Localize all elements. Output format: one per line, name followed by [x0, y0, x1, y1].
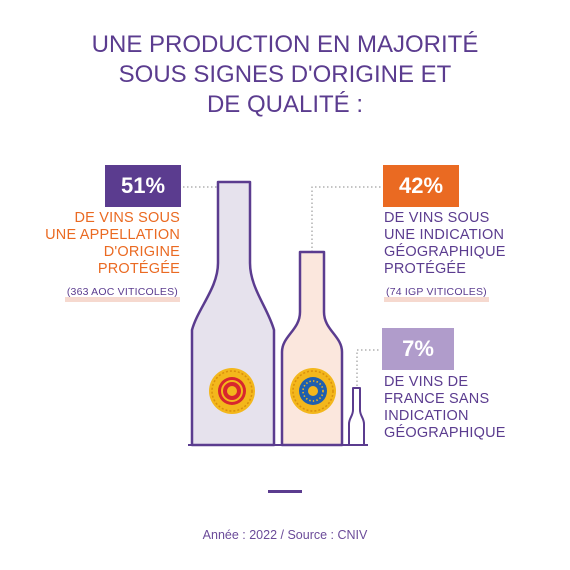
aop-seal-icon: [209, 368, 255, 414]
desc-aop-line: UNE APPELLATION: [45, 227, 180, 243]
bottle-vsig: [348, 387, 365, 446]
desc-aop-line: D'ORIGINE: [103, 244, 180, 260]
footer-divider: [268, 490, 302, 493]
desc-vsig-line: FRANCE SANS: [384, 391, 490, 407]
desc-aop-line: DE VINS SOUS: [74, 210, 180, 226]
desc-vsig-line: DE VINS DE: [384, 374, 469, 390]
desc-vsig-line: GÉOGRAPHIQUE: [384, 425, 506, 441]
desc-igp-line: PROTÉGÉE: [384, 261, 467, 277]
desc-aop-line: PROTÉGÉE: [97, 261, 180, 277]
desc-igp-line: GÉOGRAPHIQUE: [384, 244, 506, 260]
desc-igp: DE VINS SOUS UNE INDICATION GÉOGRAPHIQUE…: [384, 210, 506, 278]
desc-vsig-line: INDICATION: [384, 408, 469, 424]
source-text: Année : 2022 / Source : CNIV: [202, 528, 368, 542]
title-line: SOUS SIGNES D'ORIGINE ET: [118, 61, 452, 88]
desc-aop: DE VINS SOUS UNE APPELLATION D'ORIGINE P…: [45, 210, 180, 278]
note-aop: (363 AOC VITICOLES): [64, 286, 181, 302]
desc-vsig: DE VINS DE FRANCE SANS INDICATION GÉOGRA…: [384, 374, 506, 442]
connector-igp: [311, 186, 382, 252]
note-igp: (74 IGP VITICOLES): [384, 286, 489, 302]
connector-vsig: [356, 349, 381, 386]
title-line: UNE PRODUCTION EN MAJORITÉ: [91, 31, 479, 58]
bottle-igp: [280, 250, 344, 447]
title-line: DE QUALITÉ :: [206, 91, 364, 118]
badge-igp-percent: 42%: [383, 165, 459, 207]
desc-igp-line: DE VINS SOUS: [384, 210, 490, 226]
igp-seal-icon: [290, 368, 336, 414]
page-title: UNE PRODUCTION EN MAJORITÉ SOUS SIGNES D…: [0, 30, 570, 120]
badge-vsig-percent: 7%: [382, 328, 454, 370]
badge-aop-percent: 51%: [105, 165, 181, 207]
desc-igp-line: UNE INDICATION: [384, 227, 505, 243]
